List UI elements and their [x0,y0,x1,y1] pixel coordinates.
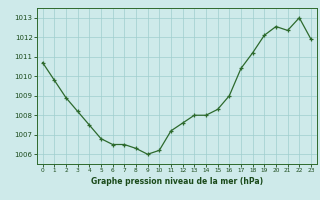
X-axis label: Graphe pression niveau de la mer (hPa): Graphe pression niveau de la mer (hPa) [91,177,263,186]
